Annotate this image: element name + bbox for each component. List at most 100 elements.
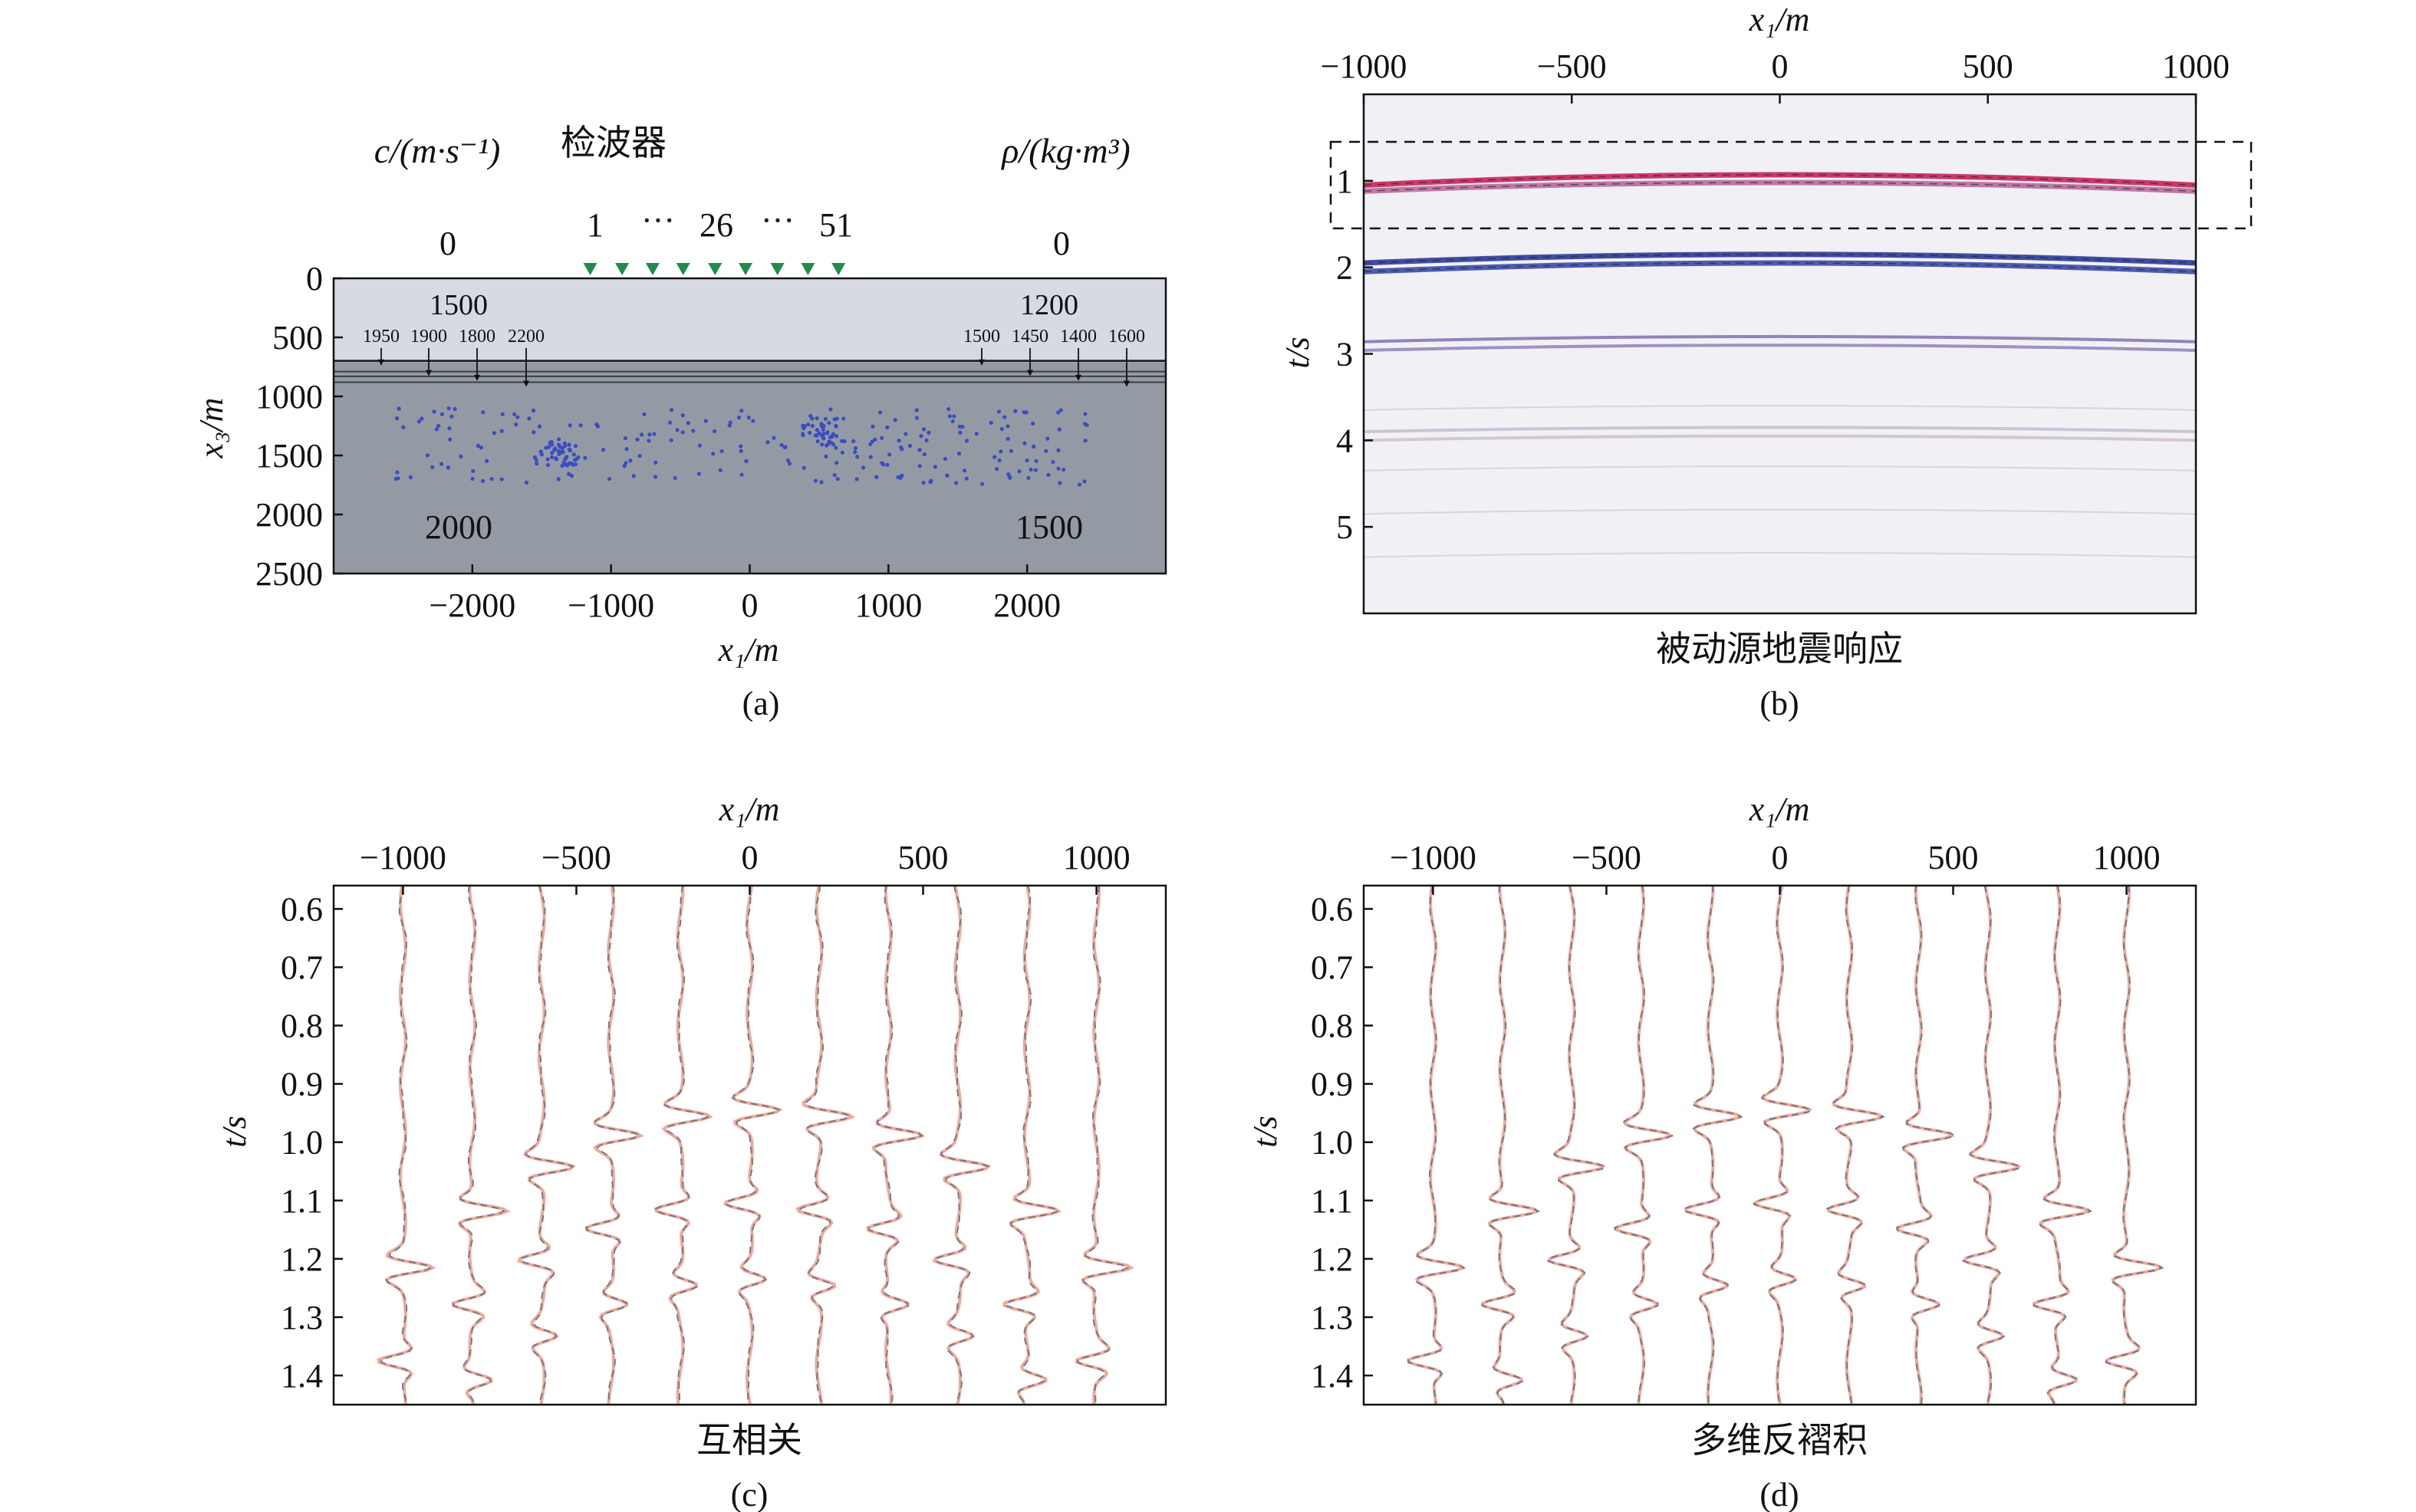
source-point: [992, 455, 997, 459]
c-ytick-label: 1.1: [281, 1182, 323, 1220]
source-point: [1044, 449, 1048, 453]
c-ytick-label: 0.9: [281, 1066, 323, 1103]
source-point: [928, 480, 933, 485]
source-point: [571, 452, 576, 457]
source-point: [556, 449, 561, 453]
source-point: [835, 477, 840, 482]
source-point: [746, 416, 751, 420]
source-point: [819, 422, 824, 426]
source-point: [631, 474, 636, 478]
a-caption: (a): [742, 685, 780, 722]
source-point: [956, 452, 962, 456]
source-point: [499, 477, 504, 482]
trace-dashed: [2105, 886, 2164, 1405]
source-point: [394, 416, 400, 421]
source-point: [739, 472, 744, 477]
source-point: [476, 443, 481, 448]
trace-dashed: [585, 886, 640, 1405]
source-point: [711, 452, 716, 456]
source-point: [801, 432, 805, 436]
source-point: [669, 407, 674, 413]
b-y-axis-ticks: 1 2 3 4 5: [1336, 163, 1373, 546]
a-layer-interfaces: [334, 360, 1166, 383]
d-y-axis-label: t/s: [1246, 1116, 1284, 1148]
source-point: [813, 433, 818, 438]
seismic-event: [1364, 334, 2196, 343]
source-point: [887, 452, 892, 457]
source-point: [628, 459, 633, 463]
source-point: [739, 444, 743, 449]
source-point: [637, 454, 642, 459]
source-point: [712, 429, 717, 433]
a-passive-sources: [393, 406, 1089, 487]
source-point: [832, 473, 837, 478]
b-highlight-box: [1329, 140, 2253, 230]
source-point: [853, 446, 858, 451]
a-xtick-label: 2000: [993, 587, 1061, 624]
source-point: [964, 439, 969, 443]
source-point: [485, 459, 489, 463]
interface-label: 1900: [410, 327, 447, 347]
source-point: [573, 443, 578, 449]
source-point: [470, 476, 475, 481]
a-receiver-label-last: 51: [819, 206, 853, 244]
source-point: [532, 430, 536, 435]
b-xtick-label: 0: [1772, 48, 1789, 85]
source-point: [550, 455, 555, 459]
source-point: [512, 412, 517, 416]
a-layer1-velocity: 1500: [430, 289, 488, 321]
trace-dashed: [2033, 886, 2092, 1405]
a-ytick-label: 2000: [255, 496, 323, 534]
interface-arrowhead: [1124, 380, 1130, 387]
a-halfspace-density: 1500: [1015, 508, 1083, 546]
source-point: [623, 436, 627, 441]
trace-dashed: [1547, 886, 1607, 1405]
source-point: [565, 463, 569, 468]
c-subtitle: 互相关: [696, 1421, 802, 1460]
trace-solid: [1896, 886, 1956, 1405]
b-xtick-label: −500: [1537, 48, 1607, 85]
source-point: [696, 472, 701, 476]
source-point: [834, 434, 839, 439]
c-y-axis-ticks: 0.6 0.7 0.8 0.9 1.0 1.1 1.2 1.3 1.4: [281, 890, 343, 1395]
source-point: [569, 461, 574, 466]
a-xtick-label: 0: [742, 587, 759, 624]
source-point: [561, 460, 566, 465]
receiver-icon: [645, 263, 660, 275]
a-xtick-label: −2000: [429, 587, 515, 624]
source-point: [568, 448, 572, 453]
source-point: [680, 430, 685, 435]
interface-label: 2200: [508, 327, 545, 347]
source-point: [808, 430, 812, 436]
a-receiver-label-first: 1: [587, 206, 604, 244]
source-point: [567, 472, 571, 476]
source-point: [825, 430, 830, 435]
trace-dashed: [1683, 886, 1743, 1405]
source-point: [545, 457, 550, 462]
source-point: [787, 462, 792, 466]
source-point: [841, 416, 846, 421]
source-point: [855, 455, 860, 459]
trace-dashed: [933, 886, 990, 1405]
source-point: [718, 468, 723, 472]
a-ytick-label: 2500: [255, 555, 323, 593]
source-point: [877, 410, 883, 415]
source-point: [1082, 422, 1088, 426]
interface-label: 1800: [459, 327, 495, 347]
source-point: [914, 416, 920, 420]
c-xtick-label: −500: [541, 839, 611, 876]
source-point: [736, 416, 742, 420]
source-point: [563, 443, 568, 449]
source-point: [653, 475, 658, 479]
source-point: [647, 439, 651, 443]
source-point: [640, 432, 644, 437]
trace-solid: [1075, 886, 1134, 1405]
trace-solid: [1962, 886, 2022, 1405]
trace-solid: [653, 886, 713, 1405]
source-point: [578, 423, 583, 428]
b-subtitle: 被动源地震响应: [1656, 629, 1903, 669]
source-point: [957, 424, 962, 429]
source-point: [820, 442, 825, 447]
source-point: [834, 416, 839, 421]
